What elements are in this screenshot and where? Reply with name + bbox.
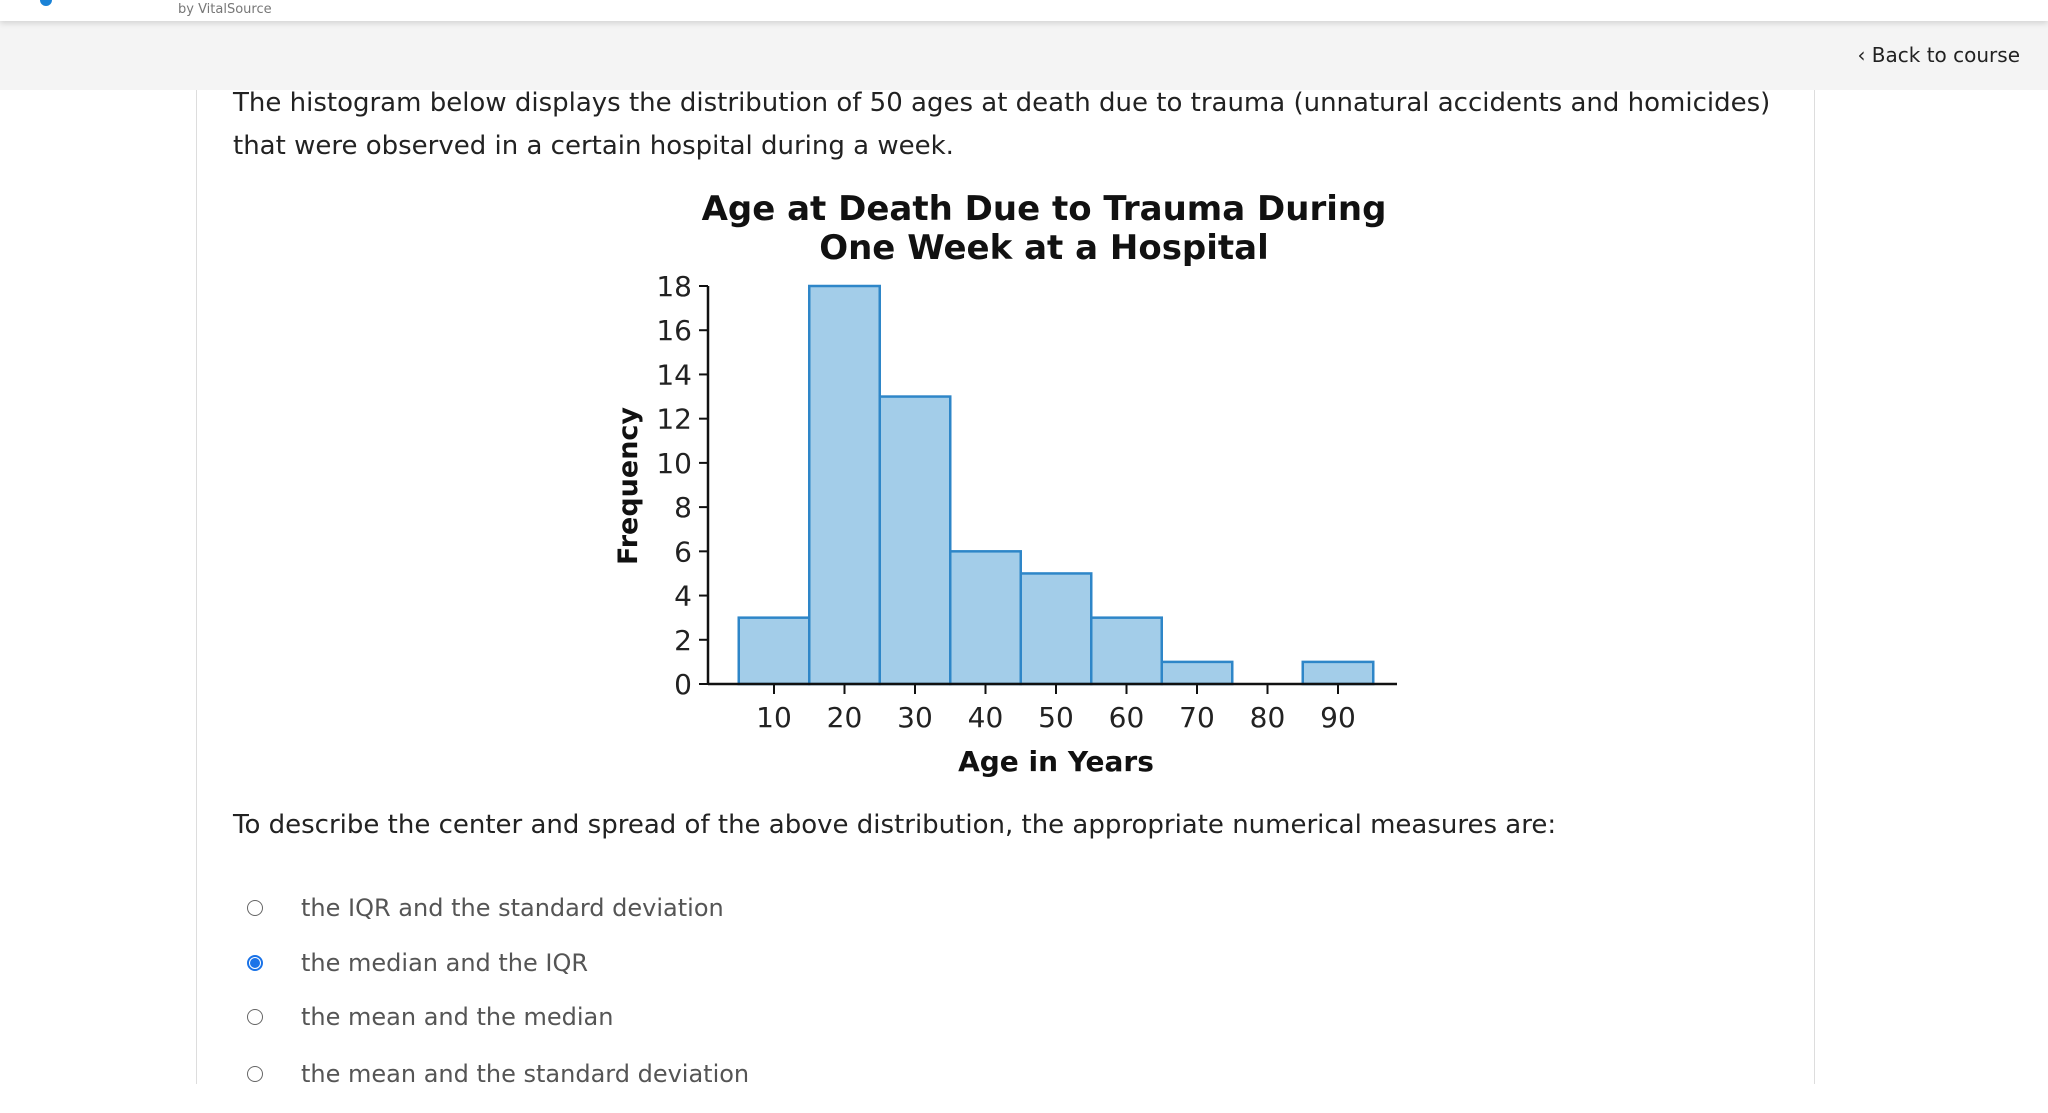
y-tick-label: 8 bbox=[674, 491, 692, 524]
answer-option-label: the mean and the standard deviation bbox=[301, 1060, 750, 1088]
y-tick-label: 4 bbox=[674, 580, 692, 613]
histogram-bar bbox=[1090, 616, 1163, 686]
x-tick-label: 40 bbox=[968, 701, 1004, 734]
x-tick-label: 10 bbox=[756, 701, 792, 734]
x-tick-label: 20 bbox=[827, 701, 863, 734]
question-card: The histogram below displays the distrib… bbox=[196, 88, 1815, 1088]
y-tick-label: 10 bbox=[656, 447, 692, 480]
course-nav-bar: ‹ Back to course bbox=[0, 21, 2048, 90]
y-tick-label: 0 bbox=[674, 668, 692, 701]
radio-button[interactable] bbox=[247, 1066, 263, 1082]
answer-option[interactable]: the mean and the standard deviation bbox=[247, 1054, 749, 1094]
x-tick-label: 80 bbox=[1250, 701, 1286, 734]
chart-title-line-2: One Week at a Hospital bbox=[819, 228, 1269, 268]
histogram-chart: Age at Death Due to Trauma During One We… bbox=[613, 189, 1397, 778]
histogram-bar bbox=[1160, 660, 1234, 686]
answer-option-label: the median and the IQR bbox=[301, 949, 589, 977]
histogram-bar bbox=[737, 616, 811, 686]
x-axis-label: Age in Years bbox=[958, 745, 1154, 778]
answer-option-label: the mean and the median bbox=[301, 1003, 614, 1031]
answer-option-label: the IQR and the standard deviation bbox=[301, 894, 724, 922]
y-tick-label: 12 bbox=[656, 403, 692, 436]
histogram-bar bbox=[808, 284, 881, 686]
histogram-bar bbox=[1301, 660, 1375, 686]
brand-text: by VitalSource bbox=[178, 2, 272, 17]
logo bbox=[40, 0, 52, 6]
y-tick-label: 18 bbox=[656, 270, 692, 303]
x-tick-label: 30 bbox=[897, 701, 933, 734]
back-to-course-link[interactable]: ‹ Back to course bbox=[1857, 43, 2020, 67]
radio-button[interactable] bbox=[247, 900, 263, 916]
y-axis-label: Frequency bbox=[613, 407, 644, 565]
x-tick-label: 70 bbox=[1179, 701, 1215, 734]
question-prompt: To describe the center and spread of the… bbox=[233, 810, 1557, 840]
x-tick-label: 50 bbox=[1038, 701, 1074, 734]
answer-option[interactable]: the median and the IQR bbox=[247, 943, 588, 983]
chart-title-line-1: Age at Death Due to Trauma During bbox=[702, 189, 1387, 229]
top-bar: by VitalSource bbox=[0, 0, 2048, 21]
histogram-bar bbox=[1019, 572, 1093, 686]
radio-button[interactable] bbox=[247, 1009, 263, 1025]
question-intro: The histogram below displays the distrib… bbox=[233, 88, 1771, 161]
histogram-bar bbox=[878, 395, 952, 686]
y-tick-label: 14 bbox=[656, 358, 692, 391]
y-tick-label: 2 bbox=[674, 624, 692, 657]
answer-option[interactable]: the IQR and the standard deviation bbox=[247, 888, 724, 928]
answer-option[interactable]: the mean and the median bbox=[247, 997, 613, 1037]
y-tick-label: 16 bbox=[656, 314, 692, 347]
x-tick-label: 60 bbox=[1109, 701, 1145, 734]
histogram-bar bbox=[949, 550, 1022, 686]
y-tick-label: 6 bbox=[674, 535, 692, 568]
radio-button[interactable] bbox=[247, 955, 263, 971]
x-tick-label: 90 bbox=[1320, 701, 1356, 734]
